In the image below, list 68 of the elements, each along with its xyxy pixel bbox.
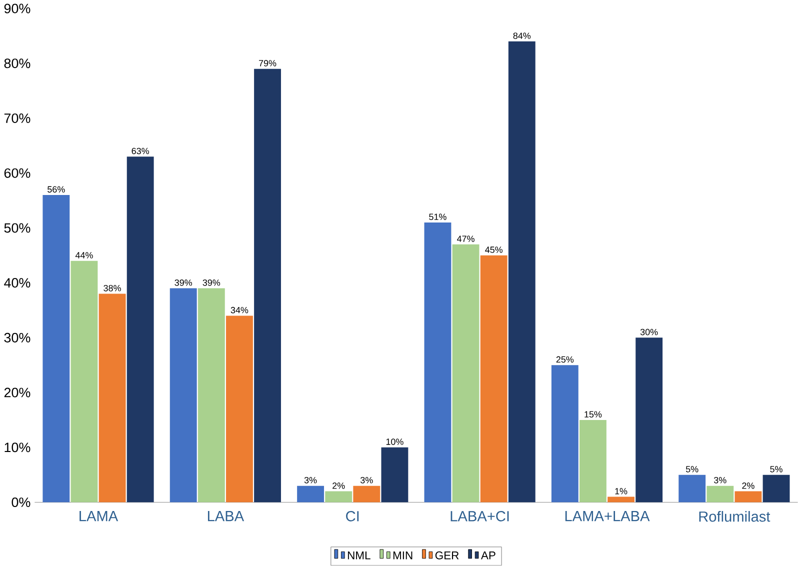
data-label: 3% xyxy=(304,477,317,484)
data-label: 2% xyxy=(742,482,754,490)
x-tick-label: Roflumilast xyxy=(699,511,770,522)
data-label: 2% xyxy=(332,482,345,490)
data-label: 47% xyxy=(457,236,474,242)
data-label: 25% xyxy=(556,356,574,363)
data-label: 79% xyxy=(258,60,276,67)
data-label: 63% xyxy=(132,148,149,154)
bar xyxy=(381,448,408,502)
y-tick-label: 30% xyxy=(4,333,30,343)
bar xyxy=(608,496,634,502)
bar xyxy=(580,420,606,502)
x-tick-label: LABA xyxy=(208,511,244,522)
data-label: 38% xyxy=(104,285,121,292)
x-tick-label: LAMA+LABA xyxy=(565,511,650,522)
y-tick-label: 20% xyxy=(4,388,30,398)
legend-label: GER xyxy=(435,552,459,560)
bar xyxy=(297,486,324,502)
data-label: 84% xyxy=(513,32,531,40)
x-tick-label: LABA+CI xyxy=(450,511,509,522)
bar xyxy=(98,294,126,502)
legend-label: MIN xyxy=(393,552,412,560)
data-label: 3% xyxy=(714,477,726,484)
bar xyxy=(226,316,253,502)
y-tick-label: 40% xyxy=(4,278,30,288)
data-label: 56% xyxy=(48,186,65,193)
bar xyxy=(480,256,508,502)
bar xyxy=(508,42,536,502)
data-label: 39% xyxy=(174,280,192,286)
bar xyxy=(734,491,762,502)
y-tick-label: 10% xyxy=(4,442,30,452)
bar xyxy=(325,491,352,502)
data-label: 30% xyxy=(640,329,658,336)
bar xyxy=(170,288,197,502)
data-label: 5% xyxy=(686,466,698,473)
bar xyxy=(706,486,734,502)
bar xyxy=(70,261,98,502)
data-label: 39% xyxy=(202,280,220,286)
bar xyxy=(254,69,281,502)
data-label: 44% xyxy=(75,252,93,259)
bar xyxy=(42,195,70,502)
y-tick-label: 80% xyxy=(4,58,30,68)
x-tick-label: LAMA xyxy=(80,511,118,522)
data-label: 10% xyxy=(386,438,404,446)
x-tick-label: CI xyxy=(346,511,359,522)
data-label: 5% xyxy=(770,466,782,473)
y-tick-label: 70% xyxy=(4,114,30,124)
y-tick-label: 90% xyxy=(4,4,30,14)
bar xyxy=(762,475,790,502)
bar xyxy=(551,365,578,502)
bar xyxy=(126,156,154,502)
legend-label: AP xyxy=(480,552,496,560)
data-label: 51% xyxy=(429,214,446,220)
bar xyxy=(424,222,452,502)
data-label: 15% xyxy=(584,411,602,418)
y-tick-label: 0% xyxy=(12,498,30,508)
data-label: 34% xyxy=(230,307,248,314)
bar xyxy=(678,475,706,502)
data-label: 45% xyxy=(485,246,502,254)
bar xyxy=(452,244,480,502)
bar xyxy=(636,338,663,502)
data-label: 1% xyxy=(615,488,628,494)
bar xyxy=(353,486,380,502)
legend-label: NML xyxy=(348,552,370,560)
bar xyxy=(198,288,225,502)
data-label: 3% xyxy=(360,477,373,484)
y-tick-label: 60% xyxy=(4,168,30,178)
y-tick-label: 50% xyxy=(4,223,30,233)
